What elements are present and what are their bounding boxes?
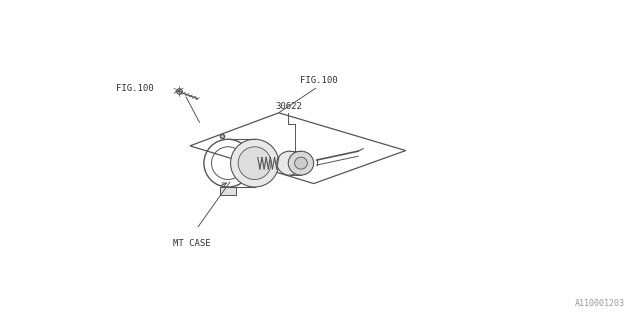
Text: MT CASE: MT CASE [173, 239, 211, 248]
Ellipse shape [230, 139, 279, 187]
Ellipse shape [294, 157, 307, 169]
Ellipse shape [277, 151, 302, 175]
Text: 30622: 30622 [276, 102, 303, 111]
Text: FIG.100: FIG.100 [300, 76, 337, 84]
Ellipse shape [238, 147, 271, 180]
Ellipse shape [288, 151, 314, 175]
Bar [220, 187, 236, 195]
Text: FIG.100: FIG.100 [115, 84, 153, 93]
Text: A110001203: A110001203 [575, 299, 625, 308]
